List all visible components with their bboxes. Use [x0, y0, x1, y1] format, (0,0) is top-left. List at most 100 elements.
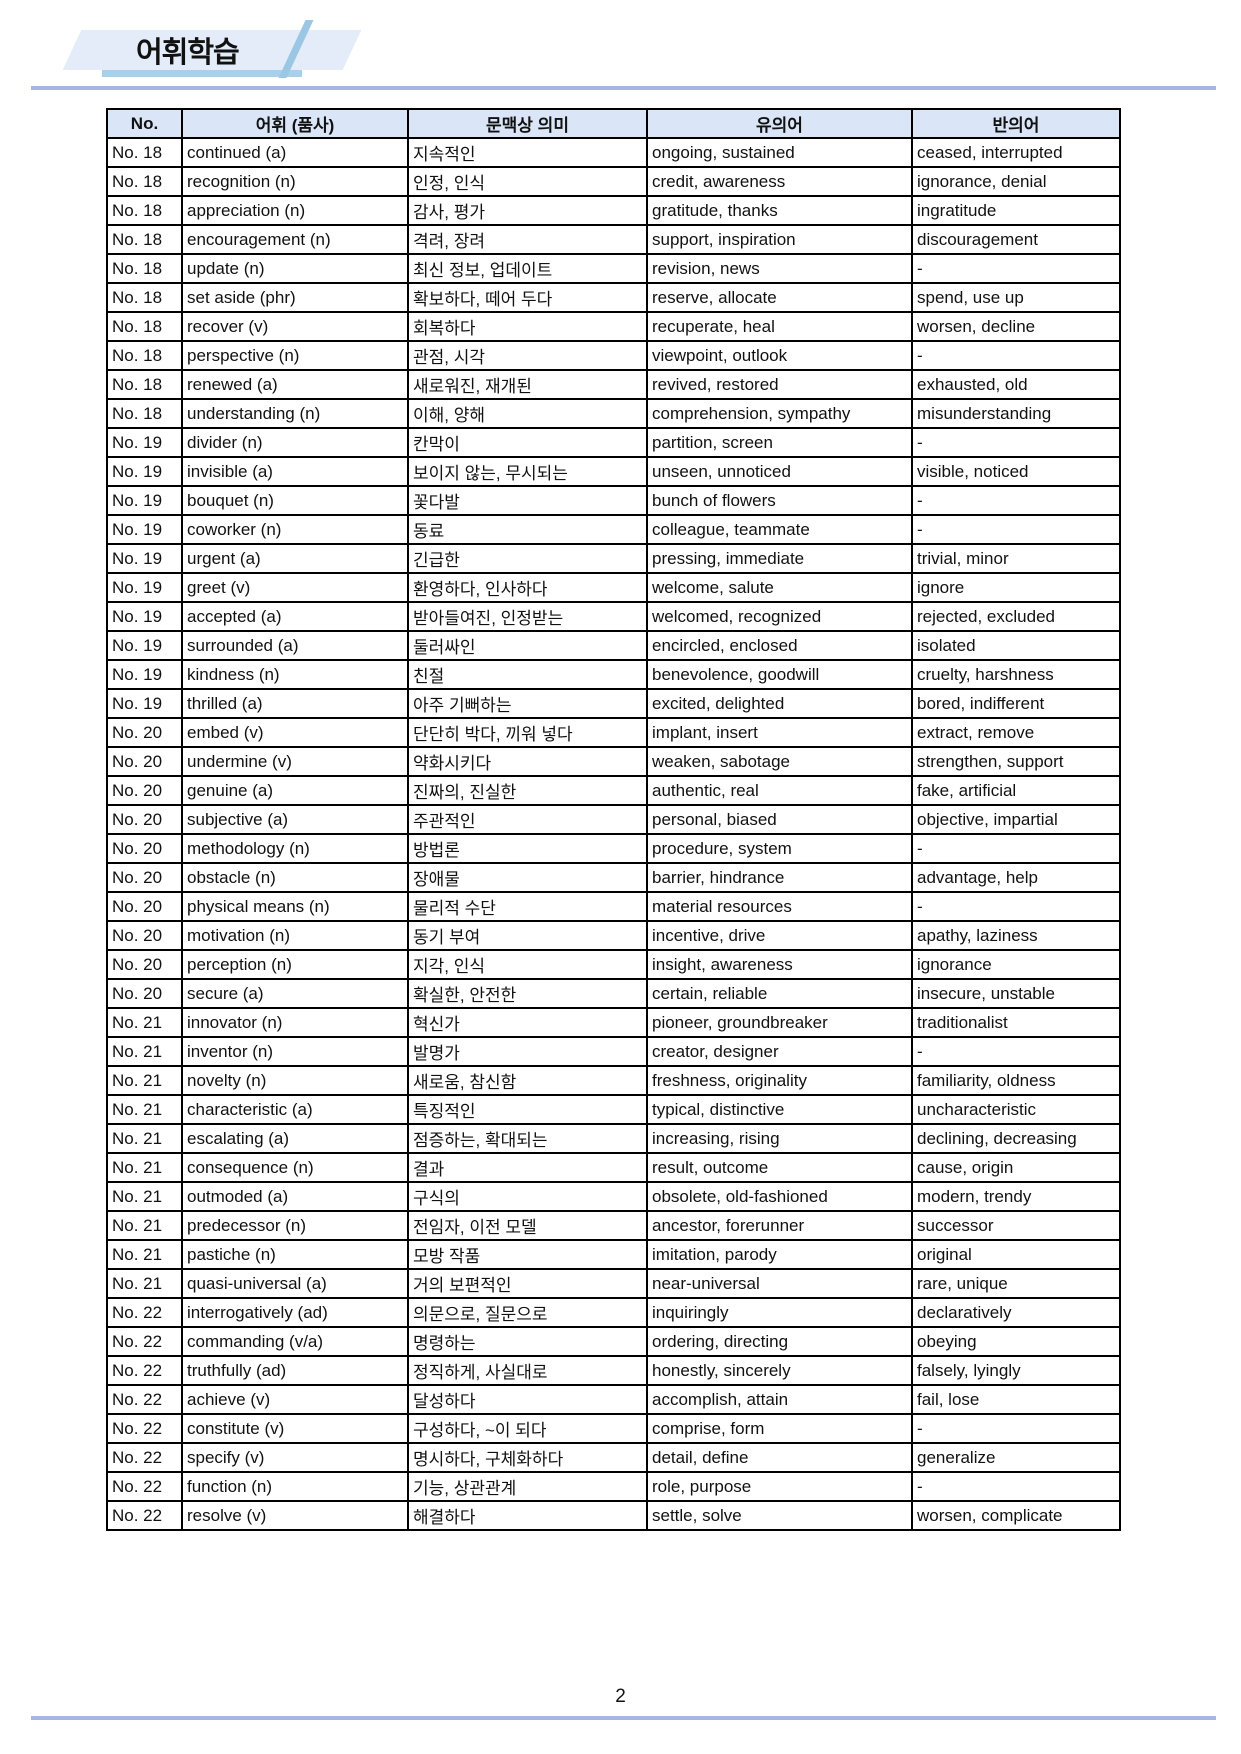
cell-antonyms: objective, impartial — [911, 804, 1121, 835]
table-row: No. 18 understanding (n) 이해, 양해 comprehensi… — [106, 398, 1121, 429]
cell-antonyms: visible, noticed — [911, 456, 1121, 487]
table-row: No. 21 escalating (a) 점증하는, 확대되는 increasing… — [106, 1123, 1121, 1154]
table-row: No. 19 urgent (a) 긴급한 pressing, immediate tr… — [106, 543, 1121, 574]
cell-word: coworker (n) — [181, 514, 409, 545]
cell-antonyms: rare, unique — [911, 1268, 1121, 1299]
cell-synonyms: detail, define — [646, 1442, 913, 1473]
cell-no: No. 18 — [106, 195, 183, 226]
cell-word: resolve (v) — [181, 1500, 409, 1531]
cell-word: pastiche (n) — [181, 1239, 409, 1270]
cell-synonyms: viewpoint, outlook — [646, 340, 913, 371]
table-row: No. 18 appreciation (n) 감사, 평가 gratitude, t… — [106, 195, 1121, 226]
cell-synonyms: honestly, sincerely — [646, 1355, 913, 1386]
table-row: No. 19 accepted (a) 받아들여진, 인정받는 welcomed, r… — [106, 601, 1121, 632]
cell-meaning: 격려, 장려 — [407, 224, 648, 255]
page-number: 2 — [615, 1686, 626, 1707]
cell-synonyms: accomplish, attain — [646, 1384, 913, 1415]
cell-meaning: 확보하다, 떼어 두다 — [407, 282, 648, 313]
cell-antonyms: - — [911, 485, 1121, 516]
cell-meaning: 단단히 박다, 끼워 넣다 — [407, 717, 648, 748]
table-row: No. 18 set aside (phr) 확보하다, 떼어 두다 reserve,… — [106, 282, 1121, 313]
cell-synonyms: implant, insert — [646, 717, 913, 748]
cell-synonyms: imitation, parody — [646, 1239, 913, 1270]
cell-word: bouquet (n) — [181, 485, 409, 516]
cell-antonyms: cause, origin — [911, 1152, 1121, 1183]
cell-synonyms: reserve, allocate — [646, 282, 913, 313]
cell-no: No. 20 — [106, 862, 183, 893]
cell-meaning: 해결하다 — [407, 1500, 648, 1531]
cell-synonyms: personal, biased — [646, 804, 913, 835]
cell-no: No. 21 — [106, 1210, 183, 1241]
cell-synonyms: inquiringly — [646, 1297, 913, 1328]
table-row: No. 22 truthfully (ad) 정직하게, 사실대로 honestly,… — [106, 1355, 1121, 1386]
cell-synonyms: recuperate, heal — [646, 311, 913, 342]
cell-word: commanding (v/a) — [181, 1326, 409, 1357]
cell-antonyms: strengthen, support — [911, 746, 1121, 777]
cell-antonyms: worsen, complicate — [911, 1500, 1121, 1531]
cell-word: surrounded (a) — [181, 630, 409, 661]
cell-no: No. 22 — [106, 1355, 183, 1386]
cell-no: No. 18 — [106, 166, 183, 197]
cell-meaning: 전임자, 이전 모델 — [407, 1210, 648, 1241]
table-header-row: No. 어휘 (품사) 문맥상 의미 유의어 반의어 — [106, 108, 1121, 139]
table-row: No. 20 obstacle (n) 장애물 barrier, hindrance a… — [106, 862, 1121, 893]
cell-meaning: 물리적 수단 — [407, 891, 648, 922]
cell-antonyms: isolated — [911, 630, 1121, 661]
cell-meaning: 주관적인 — [407, 804, 648, 835]
cell-word: urgent (a) — [181, 543, 409, 574]
cell-word: appreciation (n) — [181, 195, 409, 226]
cell-synonyms: creator, designer — [646, 1036, 913, 1067]
table-row: No. 22 function (n) 기능, 상관관계 role, purpose - — [106, 1471, 1121, 1502]
cell-word: genuine (a) — [181, 775, 409, 806]
cell-no: No. 20 — [106, 978, 183, 1009]
cell-no: No. 18 — [106, 369, 183, 400]
cell-meaning: 인정, 인식 — [407, 166, 648, 197]
cell-word: inventor (n) — [181, 1036, 409, 1067]
cell-meaning: 환영하다, 인사하다 — [407, 572, 648, 603]
column-header-no: No. — [106, 108, 183, 139]
table-row: No. 19 coworker (n) 동료 colleague, teammate - — [106, 514, 1121, 545]
cell-antonyms: - — [911, 891, 1121, 922]
cell-word: renewed (a) — [181, 369, 409, 400]
cell-no: No. 19 — [106, 630, 183, 661]
cell-no: No. 21 — [106, 1152, 183, 1183]
table-row: No. 20 embed (v) 단단히 박다, 끼워 넣다 implant, ins… — [106, 717, 1121, 748]
cell-meaning: 진짜의, 진실한 — [407, 775, 648, 806]
cell-word: motivation (n) — [181, 920, 409, 951]
cell-word: function (n) — [181, 1471, 409, 1502]
cell-no: No. 21 — [106, 1094, 183, 1125]
cell-antonyms: worsen, decline — [911, 311, 1121, 342]
cell-synonyms: barrier, hindrance — [646, 862, 913, 893]
cell-word: set aside (phr) — [181, 282, 409, 313]
cell-synonyms: partition, screen — [646, 427, 913, 458]
table-row: No. 20 undermine (v) 약화시키다 weaken, sabotage… — [106, 746, 1121, 777]
cell-antonyms: - — [911, 833, 1121, 864]
cell-synonyms: material resources — [646, 891, 913, 922]
cell-antonyms: modern, trendy — [911, 1181, 1121, 1212]
cell-no: No. 20 — [106, 833, 183, 864]
cell-word: specify (v) — [181, 1442, 409, 1473]
cell-no: No. 20 — [106, 949, 183, 980]
cell-word: recognition (n) — [181, 166, 409, 197]
cell-meaning: 지속적인 — [407, 137, 648, 168]
cell-word: obstacle (n) — [181, 862, 409, 893]
cell-antonyms: obeying — [911, 1326, 1121, 1357]
cell-word: divider (n) — [181, 427, 409, 458]
cell-word: recover (v) — [181, 311, 409, 342]
table-row: No. 18 perspective (n) 관점, 시각 viewpoint, ou… — [106, 340, 1121, 371]
table-row: No. 18 continued (a) 지속적인 ongoing, sustaine… — [106, 137, 1121, 168]
cell-antonyms: declaratively — [911, 1297, 1121, 1328]
cell-meaning: 구식의 — [407, 1181, 648, 1212]
cell-synonyms: procedure, system — [646, 833, 913, 864]
cell-meaning: 기능, 상관관계 — [407, 1471, 648, 1502]
cell-antonyms: ingratitude — [911, 195, 1121, 226]
cell-meaning: 달성하다 — [407, 1384, 648, 1415]
cell-word: novelty (n) — [181, 1065, 409, 1096]
cell-word: achieve (v) — [181, 1384, 409, 1415]
cell-synonyms: freshness, originality — [646, 1065, 913, 1096]
cell-meaning: 친절 — [407, 659, 648, 690]
cell-word: interrogatively (ad) — [181, 1297, 409, 1328]
cell-antonyms: original — [911, 1239, 1121, 1270]
cell-antonyms: generalize — [911, 1442, 1121, 1473]
cell-no: No. 19 — [106, 601, 183, 632]
